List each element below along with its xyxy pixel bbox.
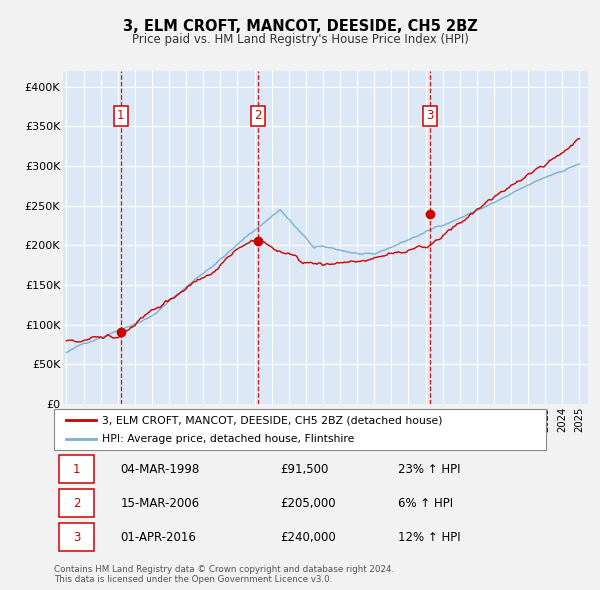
Text: 1: 1	[117, 109, 124, 122]
Text: £240,000: £240,000	[280, 531, 336, 544]
Text: 3: 3	[73, 531, 80, 544]
Text: 2: 2	[73, 497, 80, 510]
Text: Price paid vs. HM Land Registry's House Price Index (HPI): Price paid vs. HM Land Registry's House …	[131, 33, 469, 46]
Text: 1: 1	[73, 463, 80, 476]
FancyBboxPatch shape	[59, 523, 94, 551]
Text: 01-APR-2016: 01-APR-2016	[121, 531, 196, 544]
Text: 04-MAR-1998: 04-MAR-1998	[121, 463, 200, 476]
Text: 6% ↑ HPI: 6% ↑ HPI	[398, 497, 454, 510]
FancyBboxPatch shape	[59, 455, 94, 483]
Text: £91,500: £91,500	[280, 463, 329, 476]
Text: 2: 2	[254, 109, 262, 122]
Text: 23% ↑ HPI: 23% ↑ HPI	[398, 463, 461, 476]
Text: £205,000: £205,000	[280, 497, 336, 510]
Text: 3, ELM CROFT, MANCOT, DEESIDE, CH5 2BZ (detached house): 3, ELM CROFT, MANCOT, DEESIDE, CH5 2BZ (…	[102, 415, 443, 425]
Text: 3: 3	[426, 109, 434, 122]
FancyBboxPatch shape	[59, 490, 94, 517]
Text: This data is licensed under the Open Government Licence v3.0.: This data is licensed under the Open Gov…	[54, 575, 332, 584]
Text: 3, ELM CROFT, MANCOT, DEESIDE, CH5 2BZ: 3, ELM CROFT, MANCOT, DEESIDE, CH5 2BZ	[122, 19, 478, 34]
Text: 15-MAR-2006: 15-MAR-2006	[121, 497, 200, 510]
Text: Contains HM Land Registry data © Crown copyright and database right 2024.: Contains HM Land Registry data © Crown c…	[54, 565, 394, 574]
Text: HPI: Average price, detached house, Flintshire: HPI: Average price, detached house, Flin…	[102, 434, 355, 444]
FancyBboxPatch shape	[54, 409, 546, 450]
Text: 12% ↑ HPI: 12% ↑ HPI	[398, 531, 461, 544]
